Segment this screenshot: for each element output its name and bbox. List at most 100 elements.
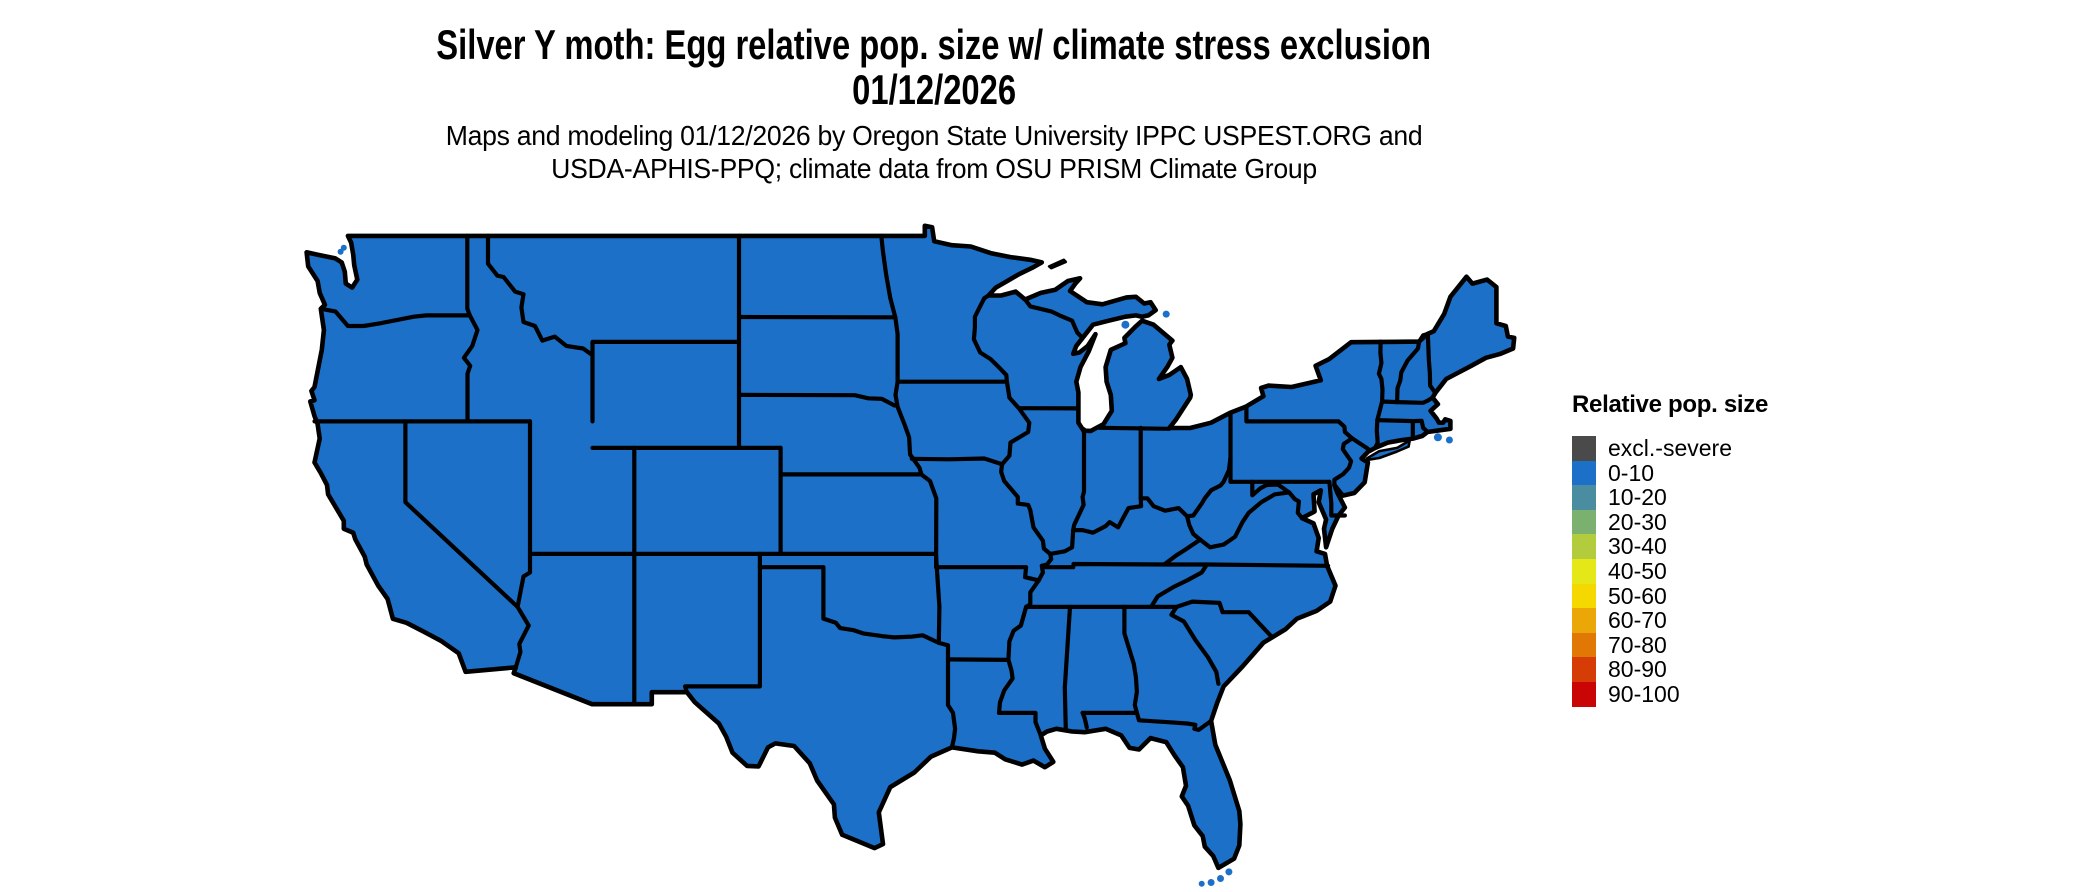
state-border	[1419, 418, 1429, 433]
state-border	[1380, 399, 1400, 405]
legend-swatch	[1572, 583, 1596, 609]
state-border	[1149, 562, 1209, 609]
state-border	[1080, 710, 1214, 732]
state-border	[1022, 297, 1085, 340]
legend-rows: excl.-severe 0-10 10-20 20-30 30-40 40-50 50-6…	[1572, 436, 1768, 707]
state-border	[683, 551, 762, 695]
island	[1047, 258, 1068, 270]
island-dot	[1445, 436, 1453, 444]
legend-label: 80-90	[1608, 656, 1667, 683]
state-border	[1250, 479, 1292, 498]
legend-swatch	[1572, 435, 1596, 461]
state-border	[919, 472, 939, 570]
legend-label: 10-20	[1608, 484, 1667, 511]
map-title-line2: 01/12/2026	[852, 66, 1016, 113]
legend-label: 90-100	[1608, 680, 1680, 707]
state-border	[996, 578, 1041, 715]
state-border	[1375, 418, 1424, 424]
state-border	[1040, 561, 1209, 570]
state-border	[1244, 404, 1355, 441]
state-border	[485, 233, 595, 358]
legend-swatch	[1572, 485, 1596, 510]
legend-item: 40-50	[1572, 559, 1768, 584]
state-border	[1169, 604, 1221, 686]
state-border	[1071, 427, 1087, 533]
legend-item: 20-30	[1572, 510, 1768, 535]
legend-label: 0-10	[1608, 459, 1655, 486]
map-subtitle: Maps and modeling 01/12/2026 by Oregon S…	[0, 119, 1868, 185]
state-border	[1417, 331, 1438, 395]
state-border	[736, 392, 897, 408]
state-border	[1287, 490, 1305, 521]
island-dot	[1198, 880, 1205, 887]
legend-swatch	[1572, 534, 1596, 560]
state-border	[996, 710, 1043, 738]
legend-item: 0-10	[1572, 459, 1768, 486]
state-border	[590, 339, 742, 358]
legend: Relative pop. size excl.-severe 0-10 10-20…	[1572, 391, 1768, 707]
legend-swatch	[1572, 657, 1596, 682]
island-dot	[1433, 433, 1442, 442]
legend-swatch	[1572, 681, 1596, 707]
us-states-map	[304, 223, 1517, 887]
island-dot	[337, 248, 344, 255]
us-map	[303, 220, 1523, 888]
state-border	[933, 551, 942, 645]
state-border	[1185, 514, 1203, 542]
legend-label: 20-30	[1608, 508, 1667, 535]
state-border	[515, 419, 533, 609]
legend-swatch	[1572, 558, 1596, 584]
legend-item: 10-20	[1572, 485, 1768, 510]
legend-label: 40-50	[1608, 557, 1667, 584]
state-border	[1048, 455, 1233, 556]
legend-item: 60-70	[1572, 608, 1768, 633]
legend-swatch	[1572, 509, 1596, 535]
state-border	[821, 565, 941, 645]
state-border	[909, 456, 1005, 467]
island-dot	[1162, 310, 1170, 318]
island-dot	[340, 244, 347, 251]
state-border	[1080, 710, 1089, 730]
state-border	[1395, 395, 1435, 405]
legend-label: excl.-severe	[1608, 435, 1732, 461]
legend-swatch	[1572, 460, 1596, 486]
legend-label: 50-60	[1608, 582, 1667, 609]
state-border	[893, 315, 900, 384]
legend-label: 30-40	[1608, 533, 1667, 560]
state-border	[1062, 604, 1073, 733]
state-border	[403, 419, 531, 670]
legend-title: Relative pop. size	[1572, 391, 1768, 418]
state-border	[1122, 604, 1139, 715]
us-mainland	[304, 223, 1517, 871]
map-title-line1: Silver Y moth: Egg relative pop. size w/…	[436, 21, 1432, 68]
legend-swatch	[1572, 632, 1596, 658]
state-border	[934, 565, 1041, 583]
state-border	[318, 306, 472, 329]
state-border	[1332, 436, 1355, 488]
legend-label: 70-80	[1608, 631, 1667, 658]
legend-item: 30-40	[1572, 533, 1768, 560]
legend-item: 90-100	[1572, 682, 1768, 707]
legend-item: 50-60	[1572, 582, 1768, 609]
legend-item: 80-90	[1572, 657, 1768, 682]
state-border	[465, 233, 472, 318]
state-border	[1395, 339, 1422, 405]
state-border	[879, 233, 898, 320]
island-dot	[1121, 320, 1130, 329]
state-border	[1097, 425, 1172, 431]
state-border	[1198, 490, 1292, 550]
state-border	[1350, 436, 1370, 451]
map-subtitle-line1: Maps and modeling 01/12/2026 by Oregon S…	[445, 120, 1423, 151]
state-border	[1327, 479, 1347, 518]
state-border	[1373, 339, 1385, 450]
island-dot	[1207, 879, 1215, 886]
map-title: Silver Y moth: Egg relative pop. size w/…	[0, 22, 1868, 112]
legend-swatch	[1572, 608, 1596, 633]
legend-item: excl.-severe	[1572, 436, 1768, 461]
state-border	[461, 313, 480, 424]
state-border	[945, 657, 1011, 662]
island	[1365, 439, 1411, 462]
state-border	[893, 379, 924, 477]
legend-label: 60-70	[1608, 607, 1667, 634]
